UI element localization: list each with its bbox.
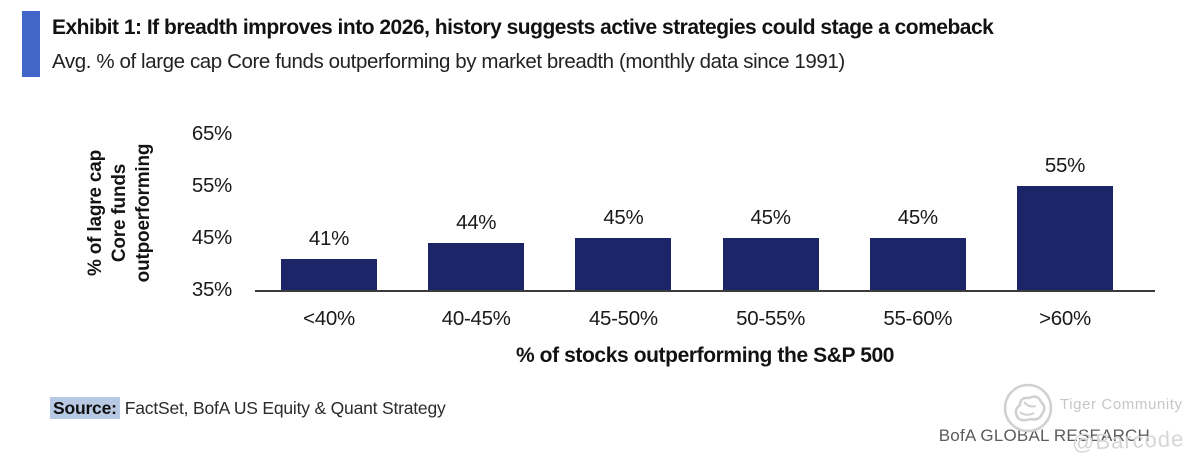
exhibit-title: Exhibit 1: If breadth improves into 2026… — [52, 16, 994, 39]
bar-value-label: 44% — [456, 211, 497, 235]
bar-value-label: 55% — [1044, 154, 1086, 177]
y-tick-label: 55% — [191, 174, 232, 197]
y-axis-label-line2: Core funds — [109, 163, 130, 263]
bar-value-label: 45% — [897, 206, 938, 229]
tiger-community-logo-icon — [1003, 383, 1053, 433]
y-tick-label: 35% — [191, 278, 232, 301]
x-axis-title: % of stocks outperforming the S&P 500 — [515, 344, 895, 367]
bar — [428, 243, 525, 290]
x-tick-label: <40% — [303, 307, 355, 330]
bar — [1017, 186, 1113, 290]
exhibit-subtitle: Avg. % of large cap Core funds outperfor… — [52, 50, 845, 73]
bar — [722, 238, 819, 290]
y-tick-label: 45% — [191, 226, 232, 249]
bar — [281, 258, 377, 290]
bar-value-label: 41% — [308, 226, 350, 250]
bofa-global-research-label: BofA GLOBAL RESEARCH — [938, 426, 1150, 445]
y-tick-label: 65% — [191, 122, 232, 145]
source-line: Source: FactSet, BofA US Equity & Quant S… — [50, 397, 446, 419]
x-tick-label: 50-55% — [736, 307, 806, 330]
title-accent-bar — [22, 11, 40, 77]
bar-value-label: 45% — [603, 206, 644, 229]
bar — [869, 238, 966, 290]
y-axis-label: % of lagre cap Core funds outpoerforming — [84, 107, 158, 319]
tiger-community-watermark: Tiger Community — [1060, 396, 1183, 413]
y-axis-label-line3: outpoerforming — [133, 143, 154, 283]
source-text: FactSet, BofA US Equity & Quant Strategy — [124, 398, 446, 418]
plot-area: 41% 44% 45% 45% 45% 55% — [255, 134, 1155, 292]
source-label: Source: — [50, 397, 120, 419]
exhibit-chart: Exhibit 1: If breadth improves into 2026… — [22, 11, 1155, 367]
bar-value-label: 45% — [750, 206, 791, 229]
y-axis-label-line1: % of lagre cap — [85, 149, 106, 277]
x-tick-label: 55-60% — [883, 307, 953, 330]
bar — [575, 238, 672, 290]
x-tick-label: >60% — [1039, 307, 1091, 330]
x-tick-label: 45-50% — [588, 307, 658, 330]
barcode-watermark: @Barcode — [1071, 426, 1185, 455]
x-tick-label: 40-45% — [441, 307, 511, 330]
